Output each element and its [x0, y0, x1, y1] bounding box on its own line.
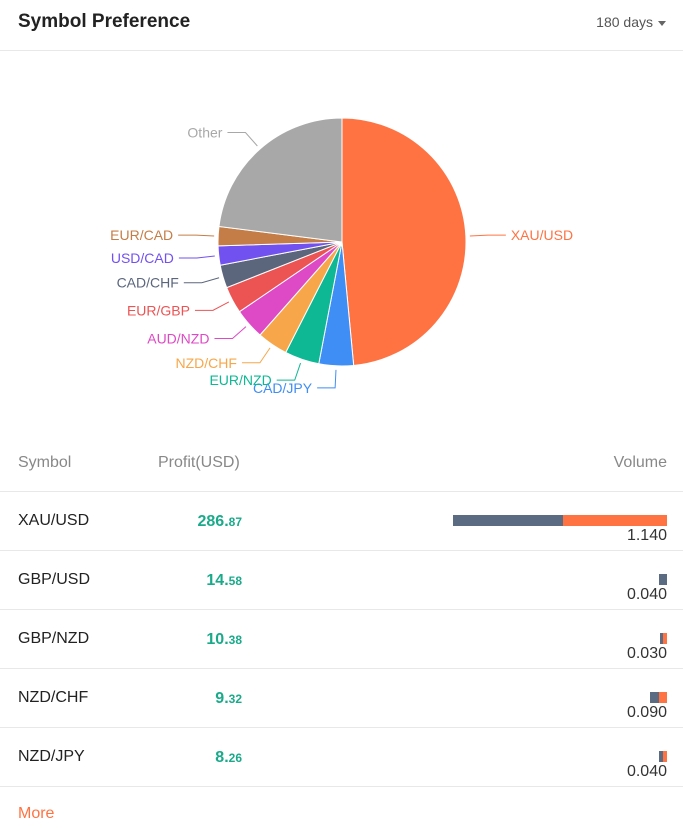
volume-bar — [453, 515, 667, 526]
volume-bar — [650, 692, 667, 703]
pie-label: EUR/GBP — [127, 302, 190, 318]
pie-label-line — [469, 234, 506, 237]
pie-label-line — [178, 255, 215, 259]
volume-bar-buy — [659, 574, 667, 585]
volume-bar — [659, 574, 667, 585]
volume-bar-sell — [663, 633, 667, 644]
volume-bar-buy — [659, 751, 663, 762]
row-profit: 9.32 — [215, 690, 242, 707]
header: Symbol Preference 180 days — [0, 0, 683, 51]
pie-label-line — [214, 326, 247, 340]
pie-label-line — [183, 277, 220, 284]
row-volume: 0.040 — [626, 586, 667, 603]
table-row[interactable]: NZD/JPY 8.26 0.040 — [0, 728, 683, 787]
header-volume: Volume — [613, 454, 667, 471]
pie-label: USD/CAD — [111, 250, 174, 266]
volume-bar-sell — [659, 692, 667, 703]
row-volume: 0.090 — [626, 704, 667, 721]
pie-label: AUD/NZD — [147, 331, 209, 347]
table-row[interactable]: GBP/USD 14.58 0.040 — [0, 551, 683, 610]
period-dropdown[interactable]: 180 days — [596, 14, 666, 30]
more-link[interactable]: More — [18, 805, 55, 822]
volume-bar-buy — [660, 633, 663, 644]
pie-label-line — [276, 362, 302, 381]
volume-bar-buy — [453, 515, 563, 526]
row-profit: 14.58 — [206, 572, 242, 589]
row-symbol: NZD/CHF — [18, 689, 89, 706]
pie-slice-other[interactable] — [218, 117, 343, 243]
header-profit: Profit(USD) — [158, 454, 240, 471]
row-profit: 8.26 — [215, 749, 242, 766]
pie-label-line — [227, 131, 258, 147]
pie-label: EUR/CAD — [110, 227, 173, 243]
row-volume: 0.040 — [626, 763, 667, 780]
volume-bar — [660, 633, 667, 644]
pie-label-line — [194, 301, 230, 311]
header-symbol: Symbol — [18, 454, 72, 471]
table-header: Symbol Profit(USD) Volume — [0, 442, 683, 492]
row-profit: 286.87 — [197, 513, 243, 530]
table-row[interactable]: GBP/NZD 10.38 0.030 — [0, 610, 683, 669]
period-label: 180 days — [596, 14, 653, 30]
pie-label: Other — [187, 124, 222, 140]
pie-label-line — [241, 347, 271, 364]
pie-label: EUR/NZD — [209, 372, 271, 388]
pie-label-line — [178, 234, 215, 237]
pie-label: XAU/USD — [511, 227, 573, 243]
volume-bar-buy — [650, 692, 659, 703]
pie-label-line — [317, 369, 337, 389]
table-row[interactable]: XAU/USD 286.87 1.140 — [0, 492, 683, 551]
row-volume: 0.030 — [626, 645, 667, 662]
volume-bar-sell — [563, 515, 667, 526]
volume-bar-sell — [663, 751, 667, 762]
pie-label: NZD/CHF — [175, 355, 236, 371]
pie-label: CAD/CHF — [117, 275, 179, 291]
page-title: Symbol Preference — [18, 11, 191, 32]
row-symbol: XAU/USD — [18, 512, 90, 529]
volume-bar — [659, 751, 667, 762]
pie-label: CAD/JPY — [253, 380, 313, 396]
chevron-down-icon — [658, 20, 666, 26]
table-row[interactable]: NZD/CHF 9.32 0.090 — [0, 669, 683, 728]
pie-slice-xau-usd[interactable] — [341, 117, 467, 366]
row-symbol: GBP/USD — [18, 571, 91, 588]
row-volume: 1.140 — [626, 527, 667, 544]
row-profit: 10.38 — [206, 631, 242, 648]
row-symbol: GBP/NZD — [18, 630, 90, 647]
row-symbol: NZD/JPY — [18, 748, 85, 765]
